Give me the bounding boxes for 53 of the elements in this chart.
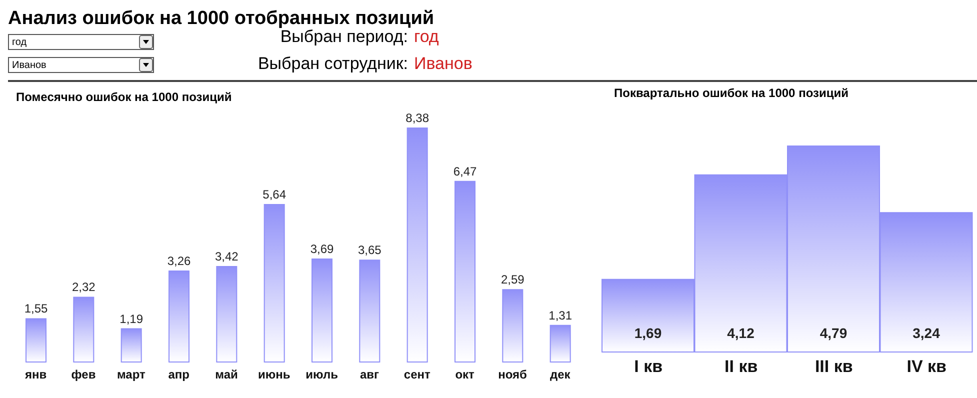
data-label: 4,79 (820, 325, 848, 341)
bar (264, 204, 285, 362)
bar (454, 180, 476, 362)
text: Иванов (414, 54, 472, 74)
x-tick-label: май (215, 368, 238, 382)
x-tick-label: янв (25, 368, 47, 382)
text: Анализ ошибок на 1000 отобранных позиций (8, 8, 434, 30)
x-tick-label: I кв (634, 357, 663, 376)
x-tick-label: июль (306, 368, 338, 382)
chart-title: Помесячно ошибок на 1000 позиций (16, 90, 232, 104)
x-tick-label: дек (550, 368, 572, 382)
chart-title: Поквартально ошибок на 1000 позиций (614, 86, 848, 100)
data-label: 1,19 (120, 312, 144, 326)
bar (359, 260, 380, 362)
data-label: 1,55 (24, 302, 48, 316)
data-label: 4,12 (727, 325, 755, 341)
x-tick-label: март (116, 368, 146, 382)
x-tick-label: сент (404, 368, 431, 382)
x-tick-label: IV кв (906, 357, 946, 376)
x-tick-label: нояб (498, 368, 527, 382)
bar (550, 324, 571, 362)
text: Выбран период: (280, 27, 408, 47)
data-label: 1,69 (634, 325, 662, 341)
select-field: год (8, 34, 154, 50)
bar (168, 270, 190, 362)
data-label: 5,64 (262, 188, 286, 202)
bar (120, 328, 142, 362)
data-label: 3,65 (358, 243, 382, 258)
bar (73, 296, 94, 362)
data-label: 3,69 (310, 242, 334, 256)
x-tick-label: окт (455, 368, 475, 382)
text: Выбран сотрудник: (256, 54, 408, 74)
x-tick-label: июнь (258, 368, 290, 382)
data-label: 3,26 (167, 254, 191, 268)
data-label: 1,31 (548, 308, 572, 322)
x-tick-label: авг (360, 368, 380, 382)
select-field: Иванов (8, 57, 154, 73)
data-label: 2,59 (500, 272, 525, 287)
x-tick-label: II кв (724, 357, 758, 376)
bar (312, 258, 332, 362)
text: год (414, 27, 439, 47)
bar (502, 289, 524, 362)
data-label: 3,24 (912, 325, 940, 341)
bar (216, 266, 238, 362)
x-tick-label: фев (71, 368, 96, 382)
data-label: 6,47 (453, 164, 477, 178)
x-tick-label: III кв (814, 357, 853, 376)
data-label: 8,38 (406, 111, 430, 125)
data-label: 2,32 (72, 280, 96, 294)
data-label: 3,42 (214, 250, 239, 264)
bar (26, 318, 46, 362)
x-tick-label: апр (168, 368, 190, 382)
bar (406, 128, 428, 362)
